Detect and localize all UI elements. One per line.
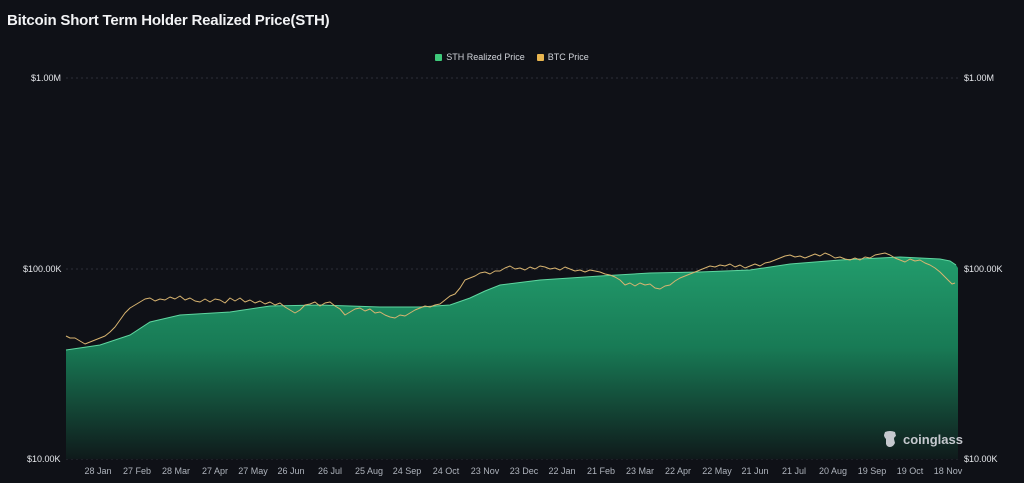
x-tick: 23 Dec [510, 466, 539, 476]
x-tick: 21 Jul [782, 466, 806, 476]
x-tick: 27 Apr [202, 466, 228, 476]
x-tick: 26 Jun [277, 466, 304, 476]
x-tick: 19 Oct [897, 466, 924, 476]
x-tick: 23 Mar [626, 466, 654, 476]
x-tick: 22 Jan [548, 466, 575, 476]
btc-price-line [65, 252, 956, 345]
x-tick: 23 Nov [471, 466, 500, 476]
legend-item-sth[interactable]: STH Realized Price [435, 52, 525, 62]
y-tick-left-10k: $10.00K [27, 454, 61, 464]
x-tick: 22 May [702, 466, 732, 476]
legend-label-sth: STH Realized Price [446, 52, 525, 62]
x-tick: 28 Mar [162, 466, 190, 476]
legend-label-btc: BTC Price [547, 52, 589, 62]
x-axis: 28 Jan 27 Feb 28 Mar 27 Apr 27 May 26 Ju… [84, 466, 962, 476]
x-tick: 27 May [238, 466, 268, 476]
y-tick-right-100k: $100.00K [964, 264, 1003, 274]
chart-title: Bitcoin Short Term Holder Realized Price… [7, 12, 330, 29]
chart-legend: STH Realized Price BTC Price [0, 52, 1024, 62]
y-tick-left-1m: $1.00M [31, 73, 61, 83]
x-tick: 27 Feb [123, 466, 151, 476]
x-tick: 21 Feb [587, 466, 615, 476]
x-tick: 19 Sep [858, 466, 887, 476]
x-tick: 24 Sep [393, 466, 422, 476]
x-tick: 25 Aug [355, 466, 383, 476]
x-tick: 26 Jul [318, 466, 342, 476]
x-tick: 21 Jun [741, 466, 768, 476]
x-tick: 22 Apr [665, 466, 691, 476]
coinglass-logo-icon [884, 431, 896, 447]
legend-item-btc[interactable]: BTC Price [536, 52, 589, 62]
y-tick-right-1m: $1.00M [964, 73, 994, 83]
x-tick: 28 Jan [84, 466, 111, 476]
watermark-label: coinglass [903, 431, 963, 447]
x-tick: 20 Aug [819, 466, 847, 476]
sth-realized-price-area [66, 257, 958, 459]
sth-realized-price-line [65, 256, 957, 351]
legend-swatch-sth-icon [435, 53, 443, 61]
x-tick: 18 Nov [934, 466, 963, 476]
coinglass-watermark: coinglass [881, 430, 963, 448]
legend-swatch-btc-icon [536, 53, 544, 61]
y-tick-right-10k: $10.00K [964, 454, 998, 464]
y-tick-left-100k: $100.00K [23, 264, 62, 274]
x-tick: 24 Oct [433, 466, 460, 476]
